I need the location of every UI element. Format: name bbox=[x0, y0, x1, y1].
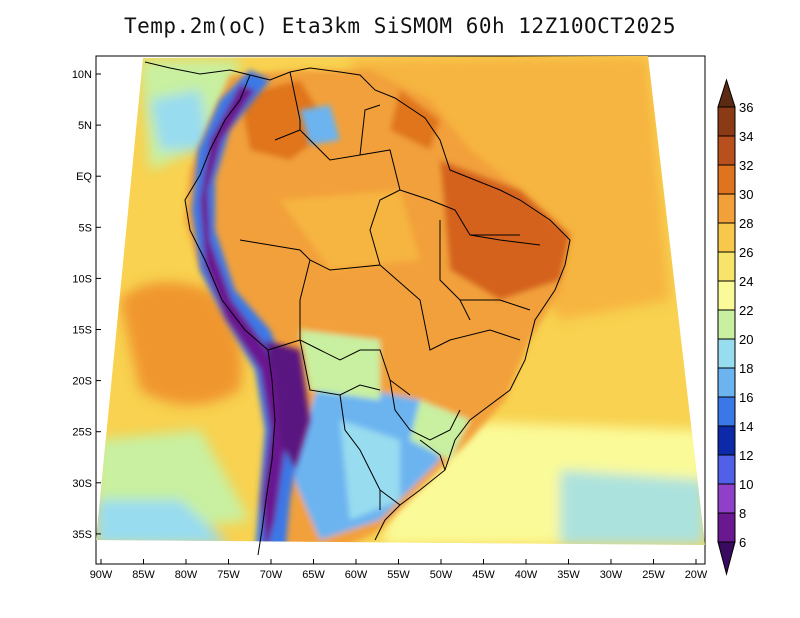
colorbar-segment bbox=[717, 222, 736, 253]
country-borders bbox=[144, 61, 571, 556]
lat-tick-label: 5N bbox=[78, 120, 92, 132]
lon-tick-label: 60W bbox=[345, 569, 368, 581]
colorbar-segment bbox=[717, 193, 736, 224]
colorbar-label: 30 bbox=[739, 187, 753, 202]
colorbar-segment bbox=[717, 106, 736, 137]
colorbar: 36 34 32 30 28 26 24 22 20 18 16 14 12 10 8 6 bbox=[717, 78, 753, 576]
colorbar-label: 14 bbox=[739, 419, 753, 434]
colorbar-label: 34 bbox=[739, 129, 753, 144]
colorbar-label: 28 bbox=[739, 216, 753, 231]
colorbar-label: 22 bbox=[739, 303, 753, 318]
lon-tick-label: 20W bbox=[685, 569, 708, 581]
colorbar-label: 32 bbox=[739, 158, 753, 173]
colorbar-segment bbox=[717, 396, 736, 427]
lat-tick-label: 5S bbox=[79, 222, 92, 234]
colorbar-label: 20 bbox=[739, 332, 753, 347]
colorbar-segment bbox=[717, 338, 736, 369]
lon-tick-label: 50W bbox=[430, 569, 453, 581]
lon-tick-label: 25W bbox=[642, 569, 665, 581]
colorbar-segment bbox=[717, 135, 736, 166]
colorbar-label: 24 bbox=[739, 274, 753, 289]
lat-tick-label: 15S bbox=[72, 325, 92, 337]
map-title: Temp.2m(oC) Eta3km SiSMOM 60h 12Z10OCT20… bbox=[123, 14, 676, 38]
lon-tick-label: 40W bbox=[515, 569, 538, 581]
lon-tick-label: 45W bbox=[472, 569, 495, 581]
lon-tick-label: 35W bbox=[557, 569, 580, 581]
colorbar-segment bbox=[717, 454, 736, 485]
colorbar-label: 16 bbox=[739, 390, 753, 405]
lat-tick-label: 10S bbox=[72, 273, 92, 285]
temperature-field bbox=[96, 56, 705, 545]
colorbar-segment bbox=[717, 512, 736, 543]
colorbar-segment bbox=[717, 164, 736, 195]
lat-tick-label: 30S bbox=[72, 478, 92, 490]
colorbar-label: 18 bbox=[739, 361, 753, 376]
colorbar-segment bbox=[717, 367, 736, 398]
colorbar-label: 12 bbox=[739, 448, 753, 463]
colorbar-segment bbox=[717, 280, 736, 311]
lon-tick-label: 85W bbox=[132, 569, 155, 581]
colorbar-label: 10 bbox=[739, 477, 753, 492]
lon-tick-label: 55W bbox=[387, 569, 410, 581]
colorbar-label: 36 bbox=[739, 100, 753, 115]
colorbar-label: 26 bbox=[739, 245, 753, 260]
latitude-axis: 10N 5N EQ 5S 10S 15S 20S 25S 30S 35S bbox=[72, 69, 101, 541]
lat-tick-label: EQ bbox=[76, 171, 92, 183]
lon-tick-label: 30W bbox=[600, 569, 623, 581]
colorbar-label: 8 bbox=[739, 506, 746, 521]
longitude-axis: 90W 85W 80W 75W 70W 65W 60W 55W 50W 45W 40W 35W 30W 2… bbox=[90, 559, 708, 581]
lon-tick-label: 80W bbox=[175, 569, 198, 581]
lat-tick-label: 20S bbox=[72, 376, 92, 388]
colorbar-segment bbox=[717, 309, 736, 340]
colorbar-label: 6 bbox=[739, 535, 746, 550]
colorbar-segment bbox=[717, 483, 736, 514]
lon-tick-label: 75W bbox=[217, 569, 240, 581]
colorbar-segment bbox=[717, 425, 736, 456]
lat-tick-label: 35S bbox=[72, 529, 92, 541]
colorbar-segment bbox=[717, 251, 736, 282]
colorbar-top-arrow bbox=[717, 78, 736, 108]
lat-tick-label: 10N bbox=[72, 69, 92, 81]
colorbar-bottom-arrow bbox=[717, 541, 736, 576]
lat-tick-label: 25S bbox=[72, 427, 92, 439]
lon-tick-label: 65W bbox=[302, 569, 325, 581]
lon-tick-label: 90W bbox=[90, 569, 113, 581]
lon-tick-label: 70W bbox=[260, 569, 283, 581]
